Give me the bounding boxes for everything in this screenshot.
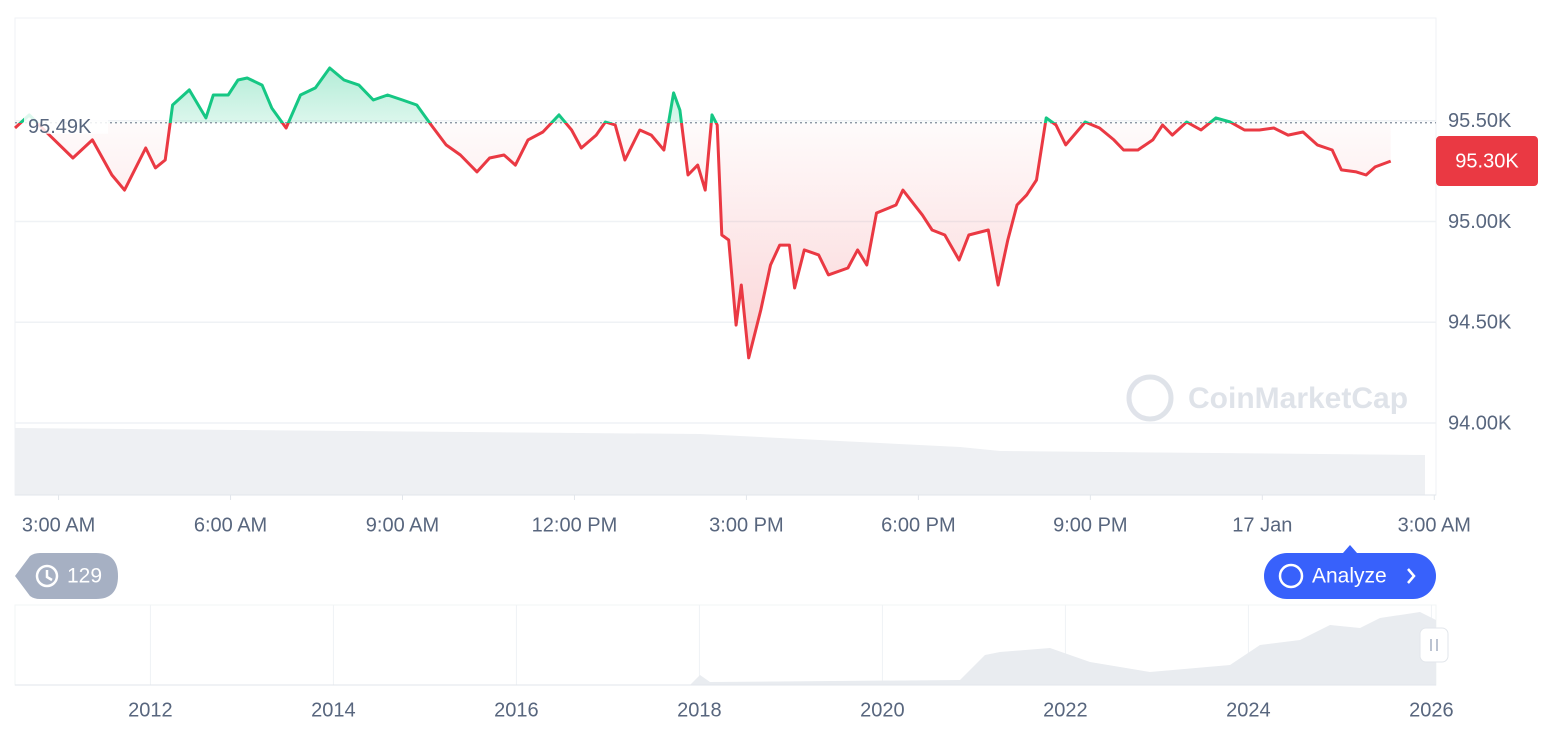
current-price-label: 95.30K xyxy=(1455,150,1519,172)
baseline-label-bg xyxy=(24,109,108,134)
navigator-year: 2024 xyxy=(1226,699,1271,721)
plot xyxy=(13,66,1436,424)
navigator-year: 2018 xyxy=(677,699,722,721)
x-tick-label: 3:00 PM xyxy=(709,514,783,536)
history-button[interactable]: 129 xyxy=(15,553,118,599)
clock-icon xyxy=(35,564,59,588)
y-tick-label: 94.00K xyxy=(1448,412,1512,434)
analyze-label[interactable]: Analyze xyxy=(1312,565,1387,588)
history-pill[interactable] xyxy=(15,553,118,599)
x-tick-label: 3:00 AM xyxy=(1398,514,1471,536)
watermark-logo xyxy=(1126,374,1174,422)
y-tick-label: 94.50K xyxy=(1448,312,1512,334)
x-tick-label: 12:00 PM xyxy=(532,514,618,536)
baseline-label: 95.49K xyxy=(28,116,92,138)
area-fill xyxy=(15,68,1391,358)
navigator-year: 2026 xyxy=(1409,699,1454,721)
navigator-handle[interactable] xyxy=(1419,627,1449,663)
navigator-year: 2022 xyxy=(1043,699,1088,721)
navigator-year: 2012 xyxy=(128,699,173,721)
navigator-year: 2014 xyxy=(311,699,356,721)
y-tick-label: 95.00K xyxy=(1448,211,1512,233)
analyze-pill[interactable] xyxy=(1264,553,1436,599)
x-tick-label: 9:00 AM xyxy=(366,514,439,536)
handle[interactable] xyxy=(1419,627,1449,663)
volume-band xyxy=(15,428,1425,495)
analyze-icon xyxy=(1278,563,1304,589)
navigator-year: 2020 xyxy=(860,699,905,721)
x-tick-label: 6:00 AM xyxy=(194,514,267,536)
analyze-button[interactable]: Analyze xyxy=(1264,545,1436,599)
history-count[interactable]: 129 xyxy=(67,565,102,588)
x-tick-label: 3:00 AM xyxy=(22,514,95,536)
watermark: CoinMarketCap xyxy=(1126,374,1408,422)
navigator-year: 2016 xyxy=(494,699,539,721)
x-tick-label: 17 Jan xyxy=(1232,514,1292,536)
y-tick-label: 95.50K xyxy=(1448,110,1512,132)
x-tick-label: 6:00 PM xyxy=(881,514,955,536)
chevron xyxy=(1407,568,1416,584)
navigator-area xyxy=(15,612,1436,685)
current-price-badge xyxy=(1436,136,1538,187)
price-line xyxy=(13,66,1392,360)
pointer xyxy=(1343,545,1357,553)
x-tick-label: 9:00 PM xyxy=(1053,514,1127,536)
clock-hands xyxy=(45,570,53,582)
watermark-text: CoinMarketCap xyxy=(1188,382,1408,415)
